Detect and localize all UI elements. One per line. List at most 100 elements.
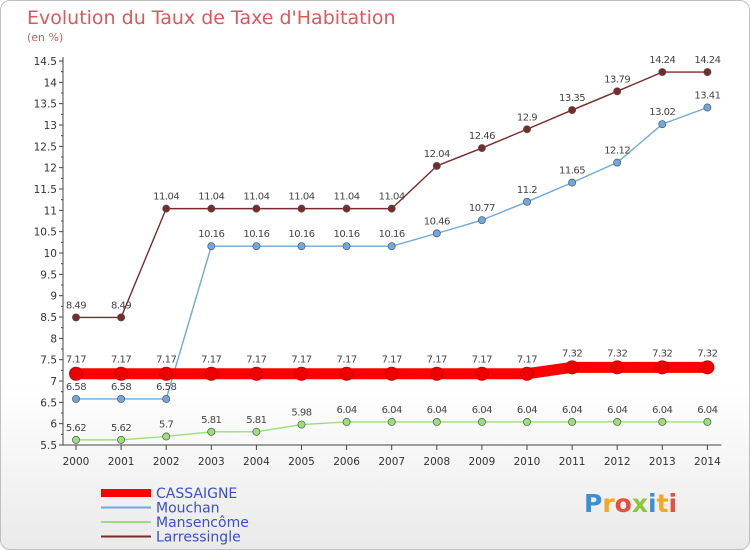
data-labels: 6.58 6.58 6.58 10.16 10.16 10.16 10.16 10.16 10.… <box>66 55 721 434</box>
data-point <box>294 366 309 381</box>
x-tick-label: 2008 <box>423 456 450 468</box>
data-label: 12.12 <box>604 146 630 157</box>
data-label: 7.17 <box>427 355 447 366</box>
data-point <box>613 87 622 96</box>
data-label: 10.16 <box>243 229 269 240</box>
data-point <box>432 229 441 238</box>
x-tick-label: 2007 <box>378 456 405 468</box>
data-label: 14.24 <box>649 55 675 66</box>
data-label: 6.04 <box>336 405 356 416</box>
legend-label: Larressingle <box>156 530 241 546</box>
x-tick-label: 2011 <box>559 456 586 468</box>
data-label: 8.49 <box>66 300 86 311</box>
data-point <box>114 366 129 381</box>
data-label: 13.35 <box>559 93 585 104</box>
data-point <box>703 103 712 112</box>
y-tick-label: 10.5 <box>34 227 57 239</box>
y-tick-label: 6 <box>50 419 57 431</box>
y-tick-label: 9.5 <box>40 269 57 281</box>
data-point <box>117 313 126 322</box>
data-point <box>249 366 264 381</box>
data-point <box>204 366 219 381</box>
data-label: 7.17 <box>382 355 402 366</box>
data-point <box>69 366 83 381</box>
data-point <box>477 144 486 152</box>
y-tick-label: 11.5 <box>34 184 57 196</box>
legend-label: CASSAIGNE <box>156 486 237 502</box>
data-point <box>613 158 622 167</box>
data-point <box>523 418 531 426</box>
data-point <box>703 68 712 77</box>
x-tick-label: 2000 <box>63 456 90 468</box>
data-point <box>252 427 261 436</box>
data-label: 7.32 <box>652 348 672 359</box>
data-point <box>72 313 80 322</box>
data-label: 11.04 <box>379 192 405 203</box>
data-point <box>610 360 625 375</box>
chart-title: Evolution du Taux de Taxe d'Habitation <box>27 7 396 29</box>
data-label: 7.17 <box>156 355 176 366</box>
data-label: 14.24 <box>694 55 720 66</box>
data-point <box>568 418 577 426</box>
data-label: 5.7 <box>159 419 174 430</box>
data-label: 6.58 <box>111 382 131 393</box>
data-label: 6.04 <box>382 405 402 416</box>
data-label: 11.04 <box>288 192 314 203</box>
data-label: 6.04 <box>517 405 537 416</box>
data-points <box>69 68 715 444</box>
y-tick-label: 12 <box>44 163 57 175</box>
y-tick-label: 12.5 <box>34 141 57 153</box>
data-label: 6.04 <box>697 405 717 416</box>
data-label: 5.81 <box>246 415 266 426</box>
data-label: 6.04 <box>472 405 492 416</box>
data-point <box>432 418 441 426</box>
x-tick-label: 2002 <box>153 456 180 468</box>
data-point <box>387 204 396 213</box>
data-point <box>342 204 351 213</box>
logo-letter: t <box>656 489 669 518</box>
data-point <box>297 242 306 251</box>
data-label: 11.65 <box>559 166 585 177</box>
data-point <box>207 242 216 251</box>
data-label: 6.04 <box>607 405 627 416</box>
data-point <box>565 360 580 375</box>
y-tick-label: 14 <box>44 77 58 89</box>
data-label: 7.17 <box>111 355 131 366</box>
data-label: 11.2 <box>517 185 537 196</box>
data-label: 12.04 <box>424 149 450 160</box>
data-point <box>339 366 354 381</box>
data-label: 12.9 <box>517 112 537 123</box>
y-tick-label: 5.5 <box>40 440 57 452</box>
data-point <box>613 418 622 426</box>
data-label: 11.04 <box>153 192 179 203</box>
data-label: 5.62 <box>66 423 86 434</box>
data-point <box>703 418 712 426</box>
x-tick-label: 2005 <box>288 456 315 468</box>
data-label: 13.79 <box>604 74 630 85</box>
data-label: 6.58 <box>156 382 176 393</box>
data-point <box>162 394 171 403</box>
data-point <box>477 418 486 426</box>
y-tick-label: 10 <box>44 248 57 260</box>
logo-letter: o <box>614 489 632 518</box>
data-label: 7.32 <box>607 348 627 359</box>
data-point <box>252 204 261 213</box>
proxiti-logo: Proxiti <box>584 489 677 518</box>
data-label: 7.17 <box>291 355 311 366</box>
data-point <box>658 418 667 426</box>
data-label: 7.17 <box>246 355 266 366</box>
data-label: 7.17 <box>201 355 221 366</box>
data-point <box>700 360 715 375</box>
data-point <box>159 366 174 381</box>
y-tick-label: 14.5 <box>34 56 57 68</box>
data-label: 6.04 <box>427 405 447 416</box>
data-label: 7.17 <box>66 355 86 366</box>
data-point <box>162 204 171 213</box>
y-tick-label: 13 <box>44 120 57 132</box>
y-tick-label: 7.5 <box>40 355 57 367</box>
logo-letter: i <box>648 489 657 518</box>
x-tick-label: 2001 <box>108 456 135 468</box>
data-label: 6.04 <box>652 405 672 416</box>
